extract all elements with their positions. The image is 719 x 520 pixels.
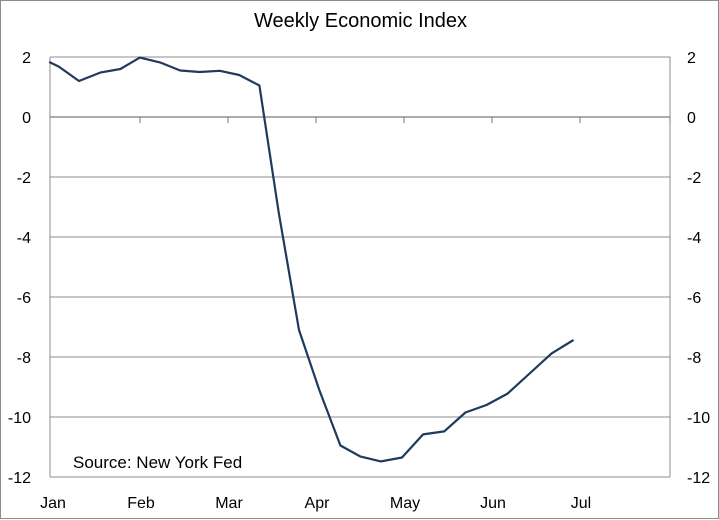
x-tick-label-mar: Mar [215, 495, 243, 512]
y-tick-label-left: -10 [8, 410, 31, 427]
y-tick-label-right: -4 [687, 230, 701, 247]
source-annotation: Source: New York Fed [73, 453, 242, 472]
y-tick-label-right: -10 [687, 410, 710, 427]
x-tick-label-jan: Jan [40, 495, 66, 512]
x-tick-label-apr: Apr [305, 495, 331, 512]
y-tick-label-right: -12 [687, 470, 710, 487]
axes [49, 57, 671, 477]
gridlines [50, 56, 670, 478]
y-tick-label-left: -4 [17, 230, 31, 247]
y-tick-label-left: 0 [22, 110, 31, 127]
y-tick-label-right: -6 [687, 290, 701, 307]
y-tick-label-left: -6 [17, 290, 31, 307]
y-tick-label-left: 2 [22, 50, 31, 67]
chart-title: Weekly Economic Index [253, 10, 468, 32]
series-layer [48, 56, 574, 463]
y-tick-label-right: -8 [687, 350, 701, 367]
series-line-0 [48, 56, 574, 463]
y-tick-label-left: -8 [17, 350, 31, 367]
y-tick-label-left: -2 [17, 170, 31, 187]
x-tick-label-jun: Jun [480, 495, 506, 512]
y-tick-label-right: 0 [687, 110, 696, 127]
y-tick-label-right: 2 [687, 50, 696, 67]
x-tick-label-feb: Feb [127, 495, 155, 512]
tick-labels: 2 2 0 0 -2 -2 -4 -4 -6 -6 -8 -8 -10 -10 -12 -12 Jan Feb Ma… [8, 50, 710, 512]
x-tick-label-may: May [390, 495, 420, 512]
y-tick-label-right: -2 [687, 170, 701, 187]
y-tick-label-left: -12 [8, 470, 31, 487]
x-tick-label-jul: Jul [571, 495, 591, 512]
